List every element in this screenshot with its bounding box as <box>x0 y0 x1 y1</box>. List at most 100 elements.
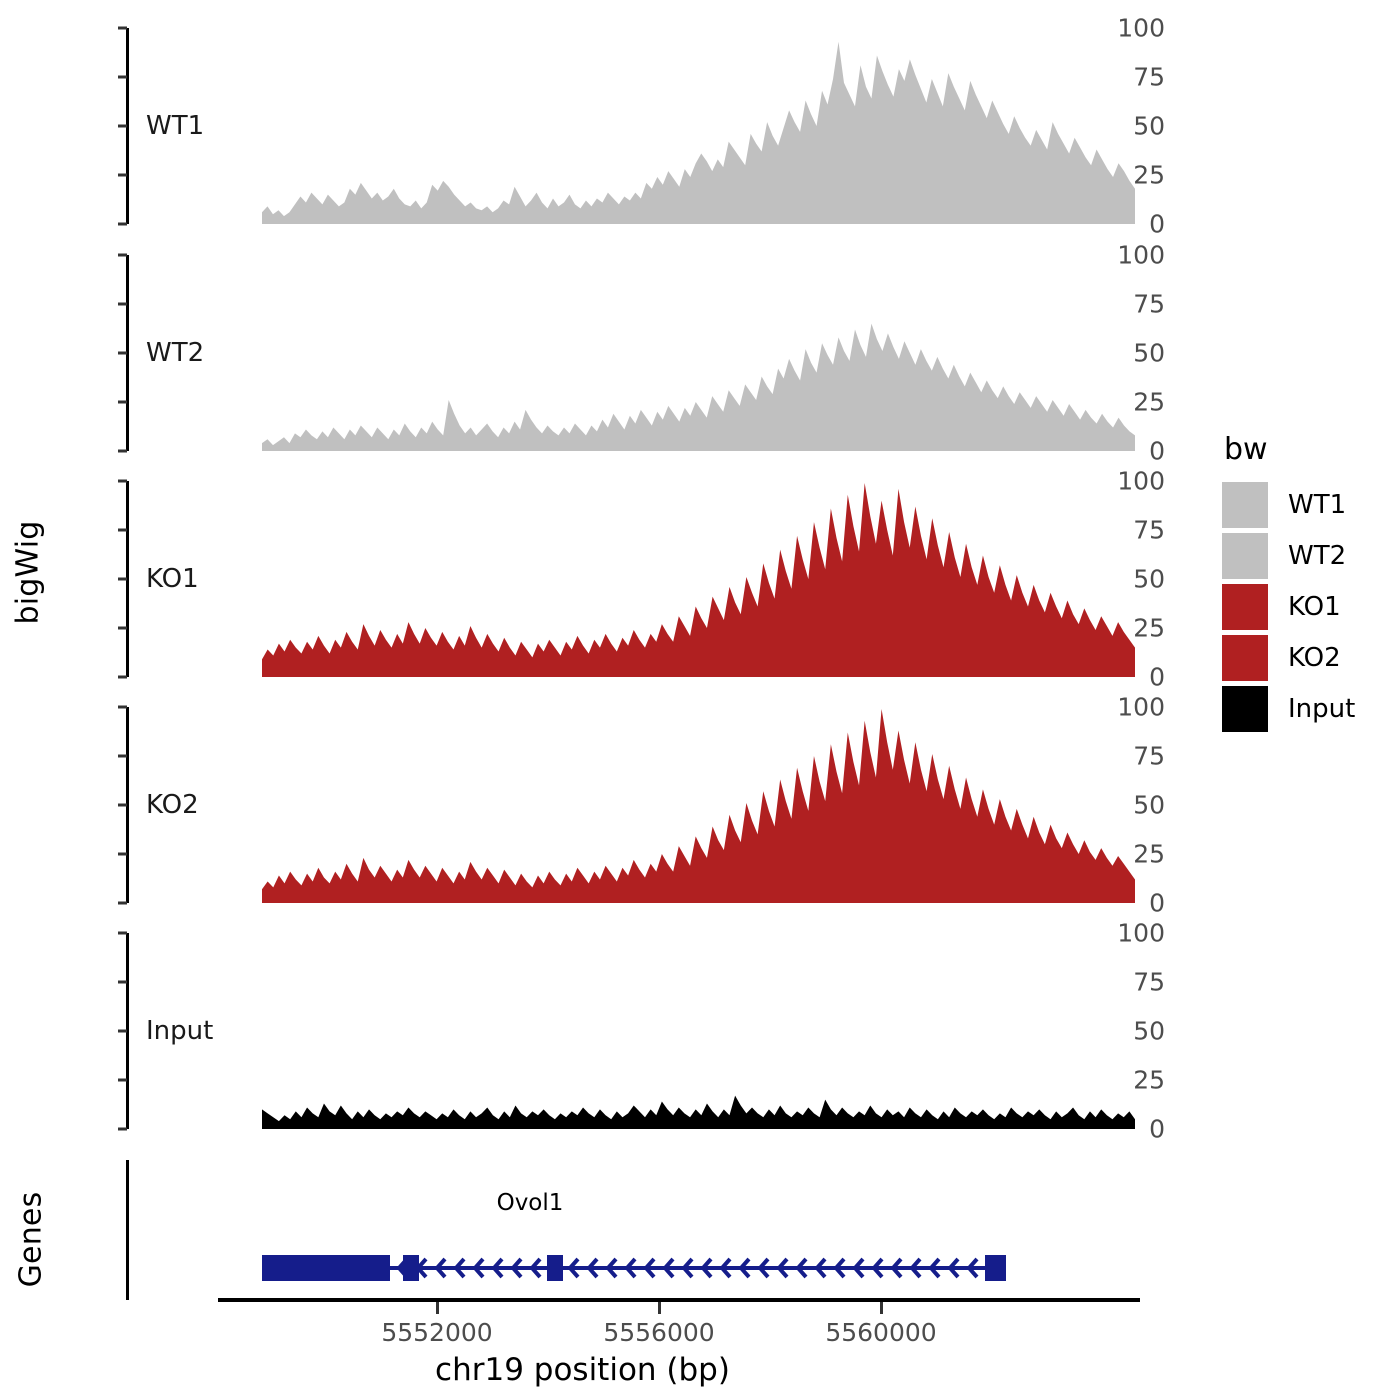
strand-arrow-icon <box>719 1257 732 1279</box>
legend-item-wt2[interactable]: WT2 <box>1222 530 1355 581</box>
strand-arrow-icon <box>795 1257 808 1279</box>
y-tick-label: 0 <box>1149 662 1165 692</box>
legend-item-wt1[interactable]: WT1 <box>1222 479 1355 530</box>
gene-exon-block[interactable] <box>403 1255 419 1281</box>
y-tick-mark <box>118 675 127 679</box>
track-area-input <box>262 1095 1135 1129</box>
y-tick-label: 75 <box>1133 967 1165 997</box>
legend-swatch-input <box>1222 685 1268 732</box>
strand-arrow-icon <box>947 1257 960 1279</box>
x-tick-mark <box>436 1302 439 1314</box>
y-tick-label: 100 <box>1117 692 1165 722</box>
track-area-ko1 <box>262 482 1135 677</box>
y-tick-label: 50 <box>1133 111 1165 141</box>
x-axis-title: chr19 position (bp) <box>435 1352 730 1388</box>
legend-label-wt2: WT2 <box>1288 540 1347 571</box>
y-tick-label: 0 <box>1149 436 1165 466</box>
track-panel-ko1: 100 75 50 25 0 KO1 <box>0 467 1165 692</box>
strand-arrow-icon <box>871 1257 884 1279</box>
gene-name-label: Ovol1 <box>496 1190 564 1216</box>
y-tick-mark <box>118 1078 127 1082</box>
legend-swatch-wt2 <box>1222 532 1268 579</box>
legend-title: bw <box>1224 432 1268 467</box>
strand-arrow-icon <box>909 1257 922 1279</box>
strand-arrow-icon <box>738 1257 751 1279</box>
track-label-wt2: WT2 <box>146 338 205 368</box>
y-tick-mark <box>118 351 127 355</box>
y-tick-mark <box>118 222 127 226</box>
track-area-ko2 <box>262 708 1135 903</box>
y-axis-line <box>126 28 129 224</box>
genes-panel: Ovol1 <box>0 1160 1165 1300</box>
track-area-wt2 <box>262 323 1135 451</box>
track-label-ko1: KO1 <box>146 564 199 594</box>
strand-arrow-icon <box>605 1257 618 1279</box>
legend-label-ko1: KO1 <box>1288 591 1341 622</box>
strand-arrow-icon <box>852 1257 865 1279</box>
y-tick-mark <box>118 1029 127 1033</box>
y-tick-label: 100 <box>1117 466 1165 496</box>
gene-model-svg[interactable] <box>129 1238 1139 1298</box>
strand-arrow-icon <box>814 1257 827 1279</box>
strand-arrow-icon <box>567 1257 580 1279</box>
legend-item-input[interactable]: Input <box>1222 683 1355 734</box>
y-tick-label: 25 <box>1133 839 1165 869</box>
y-tick-label: 25 <box>1133 613 1165 643</box>
y-tick-mark <box>118 75 127 79</box>
y-tick-label: 100 <box>1117 918 1165 948</box>
y-tick-label: 0 <box>1149 888 1165 918</box>
strand-arrow-icon <box>928 1257 941 1279</box>
gene-exon-block[interactable] <box>985 1255 1006 1281</box>
y-tick-mark <box>118 705 127 709</box>
track-label-input: Input <box>146 1016 214 1046</box>
strand-arrow-icon <box>700 1257 713 1279</box>
x-tick-mark <box>658 1302 661 1314</box>
y-tick-mark <box>118 124 127 128</box>
legend-swatch-ko2 <box>1222 634 1268 681</box>
strand-arrow-icon <box>890 1257 903 1279</box>
strand-arrow-icon <box>624 1257 637 1279</box>
y-tick-mark <box>118 754 127 758</box>
strand-arrow-icon <box>643 1257 656 1279</box>
y-tick-mark <box>118 173 127 177</box>
strand-arrow-icon <box>833 1257 846 1279</box>
y-tick-label: 100 <box>1117 240 1165 270</box>
genes-axis-line <box>126 1160 129 1300</box>
strand-arrow-icon <box>472 1257 485 1279</box>
y-tick-mark <box>118 852 127 856</box>
legend-item-ko1[interactable]: KO1 <box>1222 581 1355 632</box>
gene-intron-line <box>262 1266 1005 1270</box>
track-panel-ko2: 100 75 50 25 0 KO2 <box>0 693 1165 918</box>
y-tick-mark <box>118 26 127 30</box>
strand-arrow-icon <box>757 1257 770 1279</box>
y-tick-mark <box>118 901 127 905</box>
track-panel-wt1: 100 75 50 25 0 WT1 <box>0 14 1165 239</box>
strand-arrow-icon <box>681 1257 694 1279</box>
gene-exon-block[interactable] <box>262 1255 390 1281</box>
strand-arrow-icon <box>529 1257 542 1279</box>
y-tick-mark <box>118 528 127 532</box>
legend-item-ko2[interactable]: KO2 <box>1222 632 1355 683</box>
y-tick-label: 0 <box>1149 1114 1165 1144</box>
y-tick-mark <box>118 449 127 453</box>
strand-arrow-icon <box>586 1257 599 1279</box>
track-label-wt1: WT1 <box>146 111 205 141</box>
y-tick-mark <box>118 253 127 257</box>
track-label-ko2: KO2 <box>146 790 199 820</box>
y-tick-mark <box>118 302 127 306</box>
y-tick-mark <box>118 980 127 984</box>
strand-arrow-icon <box>776 1257 789 1279</box>
y-tick-mark <box>118 931 127 935</box>
legend-label-input: Input <box>1288 693 1356 724</box>
legend: bw WT1 WT2 KO1 KO2 Input <box>1222 432 1355 734</box>
y-tick-mark <box>118 400 127 404</box>
y-axis-line <box>126 707 129 903</box>
y-tick-mark <box>118 1127 127 1131</box>
strand-arrow-icon <box>434 1257 447 1279</box>
track-panel-wt2: 100 75 50 25 0 WT2 <box>0 241 1165 466</box>
y-tick-mark <box>118 479 127 483</box>
y-axis-line <box>126 933 129 1129</box>
y-axis-line <box>126 481 129 677</box>
strand-arrow-icon <box>966 1257 979 1279</box>
gene-exon-block[interactable] <box>547 1255 563 1281</box>
